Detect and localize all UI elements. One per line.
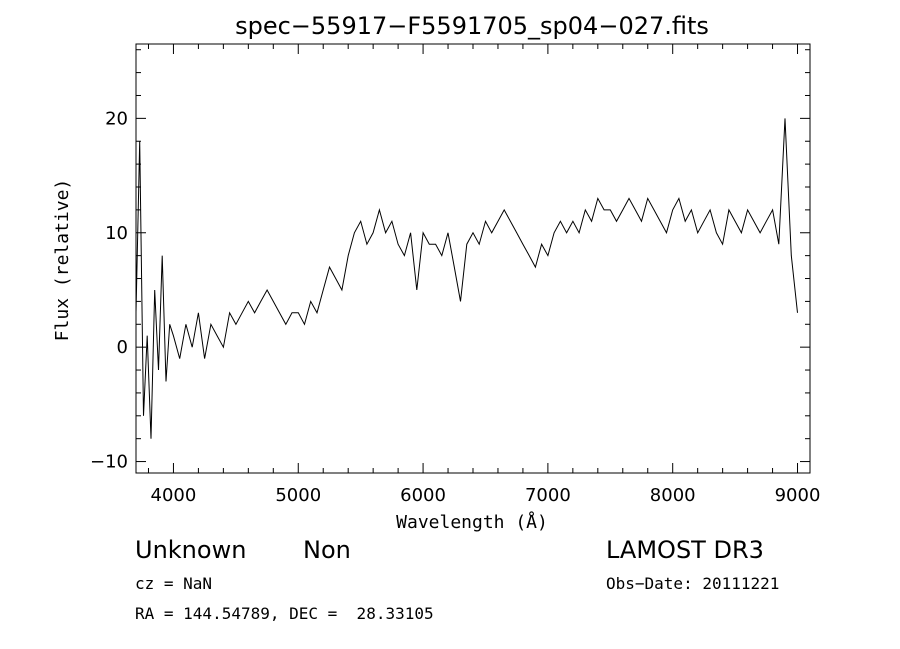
axis-ticks: 4000 5000 6000 7000 8000 9000 −10 0 10 20 [90, 44, 820, 506]
redshift-value: cz = NaN [135, 574, 213, 593]
x-tick-label: 7000 [525, 485, 571, 506]
y-tick-label: −10 [90, 452, 128, 473]
y-tick-label: 20 [105, 108, 128, 129]
chart-title: spec−55917−F5591705_sp04−027.fits [235, 12, 709, 40]
x-axis-label: Wavelength (Å) [396, 511, 548, 533]
plot-frame [135, 43, 811, 474]
obs-date: Obs−Date: 20111221 [606, 574, 780, 593]
x-tick-label: 6000 [400, 485, 446, 506]
x-tick-label: 4000 [151, 485, 197, 506]
x-tick-label: 9000 [775, 485, 821, 506]
spectrum-line-0 [135, 118, 798, 439]
x-tick-label: 5000 [275, 485, 321, 506]
y-axis-label: Flux (relative) [52, 179, 73, 342]
x-tick-label: 8000 [650, 485, 696, 506]
y-tick-label: 10 [105, 223, 128, 244]
object-class: Non [303, 536, 351, 564]
y-tick-label: 0 [117, 337, 128, 358]
object-type: Unknown [135, 536, 247, 564]
coordinates: RA = 144.54789, DEC = 28.33105 [135, 604, 434, 623]
plot-area [135, 118, 798, 439]
survey-label: LAMOST DR3 [606, 536, 764, 564]
